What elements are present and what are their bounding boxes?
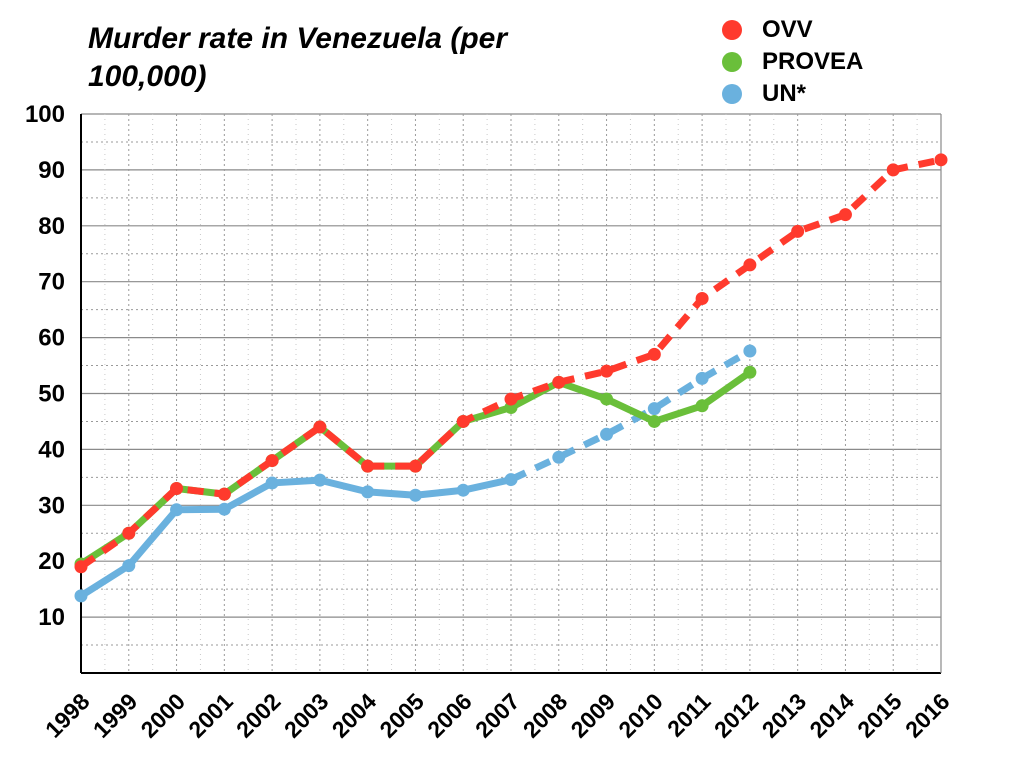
x-tick-label: 2004 bbox=[327, 688, 382, 743]
series-ovv-point bbox=[361, 459, 375, 473]
x-tick-label: 2006 bbox=[422, 688, 477, 743]
series-ovv-point bbox=[743, 258, 757, 272]
series-ovv-point bbox=[504, 392, 518, 406]
x-tick-label: 1998 bbox=[40, 688, 95, 743]
series-un-point bbox=[647, 402, 661, 416]
x-tick-label: 2014 bbox=[804, 688, 859, 743]
legend-item-un: UN* bbox=[722, 78, 863, 110]
x-tick-label: 2002 bbox=[231, 688, 286, 743]
series-ovv-point bbox=[791, 224, 805, 238]
series-un-point bbox=[361, 485, 375, 499]
y-tick-label: 50 bbox=[38, 381, 65, 408]
series-un-point bbox=[743, 344, 757, 358]
y-tick-label: 90 bbox=[38, 157, 65, 184]
series-un-point bbox=[552, 450, 566, 464]
series-ovv-point bbox=[886, 163, 900, 177]
legend: OVV PROVEA UN* bbox=[722, 14, 863, 110]
series-ovv-point bbox=[552, 375, 566, 389]
series-ovv-point bbox=[313, 420, 327, 434]
x-tick-label: 2009 bbox=[566, 688, 621, 743]
x-tick-label: 2008 bbox=[518, 688, 573, 743]
series-ovv-point bbox=[265, 454, 279, 468]
x-tick-label: 2000 bbox=[136, 688, 191, 743]
series-provea-point bbox=[647, 414, 661, 428]
series-un-point bbox=[456, 483, 470, 497]
series-un-line-dashed bbox=[509, 347, 752, 483]
y-tick-label: 10 bbox=[38, 604, 65, 631]
series-un-point bbox=[600, 427, 614, 441]
series-provea-point bbox=[600, 392, 614, 406]
y-tick-label: 20 bbox=[38, 548, 65, 575]
y-tick-label: 40 bbox=[38, 436, 65, 463]
legend-item-provea: PROVEA bbox=[722, 46, 863, 78]
x-tick-label: 2015 bbox=[852, 688, 907, 743]
series-provea-point bbox=[743, 365, 757, 379]
series-ovv-point bbox=[934, 153, 948, 167]
legend-swatch-provea bbox=[722, 52, 742, 72]
series-provea-point bbox=[695, 399, 709, 413]
series-ovv-point bbox=[838, 208, 852, 222]
y-tick-label: 70 bbox=[38, 269, 65, 296]
x-tick-label: 2001 bbox=[183, 688, 238, 743]
series-un-point bbox=[408, 488, 422, 502]
series-ovv-point bbox=[408, 459, 422, 473]
series-un-point bbox=[217, 502, 231, 516]
legend-label-ovv: OVV bbox=[762, 16, 813, 43]
x-tick-label: 2011 bbox=[662, 688, 716, 742]
series-un-point bbox=[74, 589, 88, 603]
legend-label-provea: PROVEA bbox=[762, 48, 864, 75]
legend-swatch-ovv bbox=[722, 20, 742, 40]
x-tick-label: 2007 bbox=[470, 688, 525, 743]
series-ovv-point bbox=[600, 364, 614, 378]
series-ovv-point bbox=[122, 526, 136, 540]
chart-title: Murder rate in Venezuela (per 100,000) bbox=[88, 22, 508, 93]
series-un-point bbox=[265, 476, 279, 490]
x-tick-label: 2013 bbox=[757, 688, 812, 743]
series-un-line-solid bbox=[79, 476, 512, 599]
series-ovv-point bbox=[456, 414, 470, 428]
y-tick-label: 80 bbox=[38, 213, 65, 240]
series-ovv-point bbox=[647, 347, 661, 361]
y-tick-label: 100 bbox=[25, 101, 65, 128]
x-tick-label: 2003 bbox=[279, 688, 334, 743]
series-ovv-point bbox=[170, 482, 184, 496]
legend-label-un: UN* bbox=[762, 80, 807, 107]
series-ovv-point bbox=[695, 291, 709, 305]
x-tick-label: 2010 bbox=[613, 688, 668, 743]
y-tick-label: 60 bbox=[38, 325, 65, 352]
x-tick-label: 2016 bbox=[900, 688, 955, 743]
legend-item-ovv: OVV bbox=[722, 14, 863, 46]
x-tick-label: 2012 bbox=[709, 688, 764, 743]
series-un-point bbox=[504, 473, 518, 487]
y-tick-label: 30 bbox=[38, 492, 65, 519]
x-tick-label: 2005 bbox=[374, 688, 429, 743]
legend-swatch-un bbox=[722, 84, 742, 104]
series-un-point bbox=[122, 559, 136, 573]
series-ovv-point bbox=[74, 560, 88, 574]
series-un-point bbox=[170, 503, 184, 517]
series-ovv-point bbox=[217, 487, 231, 501]
x-tick-label: 1999 bbox=[88, 688, 143, 743]
series-un-point bbox=[695, 371, 709, 385]
series-un-point bbox=[313, 473, 327, 487]
